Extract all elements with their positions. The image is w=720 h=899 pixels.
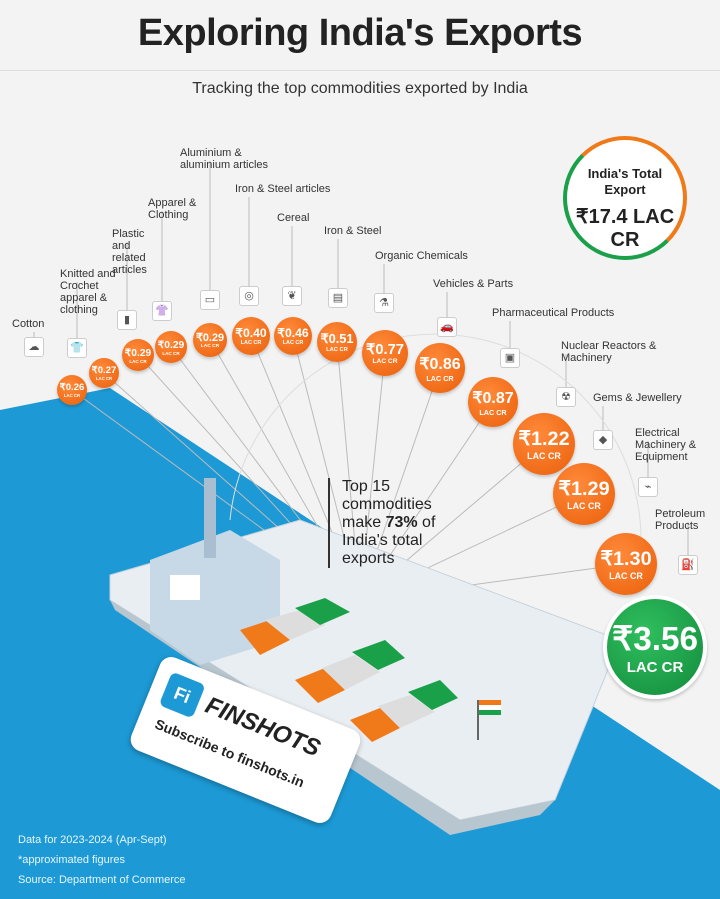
value-label: ₹1.30 xyxy=(600,548,652,570)
header-divider xyxy=(0,70,720,71)
value-bubble: ₹0.29 LAC CR xyxy=(193,323,227,357)
commodity-label: Plastic and related articles xyxy=(112,228,147,276)
footer-note: *approximated figures xyxy=(18,854,126,866)
value-label: ₹0.27 xyxy=(91,365,117,376)
unit-label: LAC CR xyxy=(129,358,147,364)
callout-line2: of India's total exports xyxy=(342,514,436,567)
value-bubble: ₹0.51 LAC CR xyxy=(317,322,357,362)
value-bubble: ₹0.29 LAC CR xyxy=(122,339,154,371)
commodity-label: Iron & Steel xyxy=(324,225,382,237)
steel-icon: ▤ xyxy=(328,288,348,308)
steel-coil-icon: ◎ xyxy=(239,286,259,306)
value-bubble: ₹1.22 LAC CR xyxy=(513,413,575,475)
total-export-label: India's Total Export xyxy=(587,166,663,197)
flask-icon: ⚗ xyxy=(374,293,394,313)
value-label: ₹0.29 xyxy=(124,347,152,359)
commodity-label: Petroleum Products xyxy=(655,508,706,532)
unit-label: LAC CR xyxy=(63,393,81,398)
callout-text: Top 15 commodities make 73% of India's t… xyxy=(328,478,468,568)
value-bubble: ₹1.29 LAC CR xyxy=(553,463,615,525)
value-label: ₹0.87 xyxy=(472,389,514,407)
unit-label: LAC CR xyxy=(200,344,220,349)
footer-source: Source: Department of Commerce xyxy=(18,874,186,886)
finshots-logo: Fi xyxy=(158,671,206,719)
value-bubble: ₹0.46 LAC CR xyxy=(274,317,312,355)
value-label: ₹0.86 xyxy=(419,355,461,373)
wheat-icon: ❦ xyxy=(282,286,302,306)
value-bubble: ₹0.26 LAC CR xyxy=(57,375,87,405)
unit-label: LAC CR xyxy=(426,373,454,383)
value-label: ₹0.40 xyxy=(235,326,267,340)
unit-label: LAC CR xyxy=(326,347,348,353)
value-label: ₹3.56 xyxy=(612,620,698,658)
gem-icon: ◆ xyxy=(593,430,613,450)
value-label: ₹0.29 xyxy=(157,339,185,351)
value-bubble: ₹0.86 LAC CR xyxy=(415,343,465,393)
value-label: ₹0.29 xyxy=(195,332,225,344)
fuel-icon: ⛽ xyxy=(678,555,698,575)
commodity-label: Electrical Machinery & Equipment xyxy=(635,427,697,463)
value-label: ₹0.77 xyxy=(365,342,404,358)
value-label: ₹0.46 xyxy=(277,326,309,340)
unit-label: LAC CR xyxy=(479,407,507,417)
page-subtitle: Tracking the top commodities exported by… xyxy=(192,80,528,97)
unit-label: LAC CR xyxy=(626,658,684,676)
commodity-label: Organic Chemicals xyxy=(375,250,468,262)
footer-data-period: Data for 2023-2024 (Apr-Sept) xyxy=(18,834,167,846)
clothing-icon: 👚 xyxy=(152,301,172,321)
value-label: ₹0.51 xyxy=(320,331,354,346)
commodity-label: Aluminium & aluminium articles xyxy=(180,147,269,171)
unit-label: LAC CR xyxy=(609,571,643,581)
commodity-label: Cereal xyxy=(277,212,310,224)
value-bubble: ₹0.77 LAC CR xyxy=(362,330,408,376)
value-bubble: ₹0.29 LAC CR xyxy=(155,331,187,363)
commodity-label: Cotton xyxy=(12,318,45,330)
value-bubble: ₹0.40 LAC CR xyxy=(232,317,270,355)
callout-line1: Top 15 commodities make xyxy=(342,478,432,531)
unit-label: LAC CR xyxy=(240,340,262,346)
value-bubble: ₹3.56 LAC CR xyxy=(603,595,707,699)
page-title: Exploring India's Exports xyxy=(137,12,583,54)
plug-icon: ⌁ xyxy=(638,477,658,497)
foil-icon: ▭ xyxy=(200,290,220,310)
medicine-icon: ▣ xyxy=(500,348,520,368)
unit-label: LAC CR xyxy=(282,340,304,346)
value-bubble: ₹1.30 LAC CR xyxy=(595,533,657,595)
unit-label: LAC CR xyxy=(372,358,398,365)
commodity-label: Gems & Jewellery xyxy=(593,392,682,404)
bottles-icon: ▮ xyxy=(117,310,137,330)
radiation-icon: ☢ xyxy=(556,387,576,407)
commodity-label: Knitted and Crochet apparel & clothing xyxy=(60,268,116,316)
ship xyxy=(109,478,621,835)
value-label: ₹1.22 xyxy=(518,428,570,450)
commodity-label: Vehicles & Parts xyxy=(433,278,514,290)
car-icon: 🚗 xyxy=(437,317,457,337)
unit-label: LAC CR xyxy=(162,350,180,356)
cotton-icon: ☁ xyxy=(24,337,44,357)
value-label: ₹0.26 xyxy=(59,382,85,393)
unit-label: LAC CR xyxy=(567,501,601,511)
unit-label: LAC CR xyxy=(527,451,561,461)
total-export-badge: India's Total Export ₹17.4 LAC CR xyxy=(563,136,687,260)
total-export-value: ₹17.4 LAC CR xyxy=(575,206,675,251)
commodity-label: Apparel & Clothing xyxy=(148,197,197,221)
commodity-label: Pharmaceutical Products xyxy=(492,307,615,319)
unit-label: LAC CR xyxy=(95,376,113,381)
value-bubble: ₹0.27 LAC CR xyxy=(89,358,119,388)
callout-highlight: 73% xyxy=(385,514,418,531)
value-label: ₹1.29 xyxy=(558,478,610,500)
value-bubble: ₹0.87 LAC CR xyxy=(468,377,518,427)
shirt-icon: 👕 xyxy=(67,338,87,358)
commodity-label: Iron & Steel articles xyxy=(235,183,331,195)
commodity-label: Nuclear Reactors & Machinery xyxy=(561,340,657,364)
footer-notes: Data for 2023-2024 (Apr-Sept) *approxima… xyxy=(18,830,186,890)
